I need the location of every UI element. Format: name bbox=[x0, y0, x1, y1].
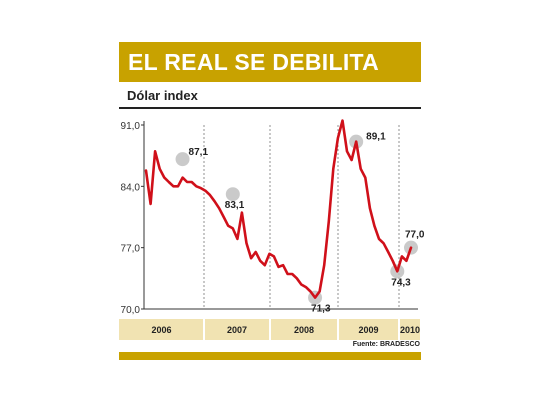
x-tick-label: 2009 bbox=[358, 325, 378, 335]
title-bar: EL REAL SE DEBILITA bbox=[119, 42, 421, 82]
chart-subtitle: Dólar index bbox=[127, 88, 198, 103]
year-band bbox=[400, 319, 420, 340]
data-label: 83,1 bbox=[225, 200, 245, 211]
y-tick-label: 70,0 bbox=[121, 305, 141, 316]
data-label: 87,1 bbox=[189, 147, 209, 158]
y-tick-label: 84,0 bbox=[121, 182, 141, 193]
data-label: 89,1 bbox=[366, 132, 386, 143]
y-tick-label: 77,0 bbox=[121, 244, 141, 255]
highlight-marker bbox=[175, 152, 190, 167]
chart-title: EL REAL SE DEBILITA bbox=[128, 49, 380, 75]
x-tick-label: 2006 bbox=[151, 325, 171, 335]
x-tick-label: 2007 bbox=[227, 325, 247, 335]
x-tick-label: 2010 bbox=[400, 325, 420, 335]
data-label: 77,0 bbox=[405, 230, 425, 241]
bottom-accent-bar bbox=[119, 352, 421, 360]
year-band bbox=[205, 319, 269, 340]
data-label: 71,3 bbox=[311, 304, 331, 315]
y-tick-label: 91,0 bbox=[121, 121, 141, 132]
year-band bbox=[119, 319, 203, 340]
year-band bbox=[271, 319, 337, 340]
source-note: Fuente: BRADESCO bbox=[352, 341, 420, 348]
series-line bbox=[144, 119, 413, 299]
data-label: 74,3 bbox=[391, 277, 411, 288]
subtitle-divider bbox=[119, 107, 421, 109]
x-tick-label: 2008 bbox=[294, 325, 314, 335]
year-band bbox=[339, 319, 398, 340]
highlight-marker bbox=[225, 187, 240, 202]
